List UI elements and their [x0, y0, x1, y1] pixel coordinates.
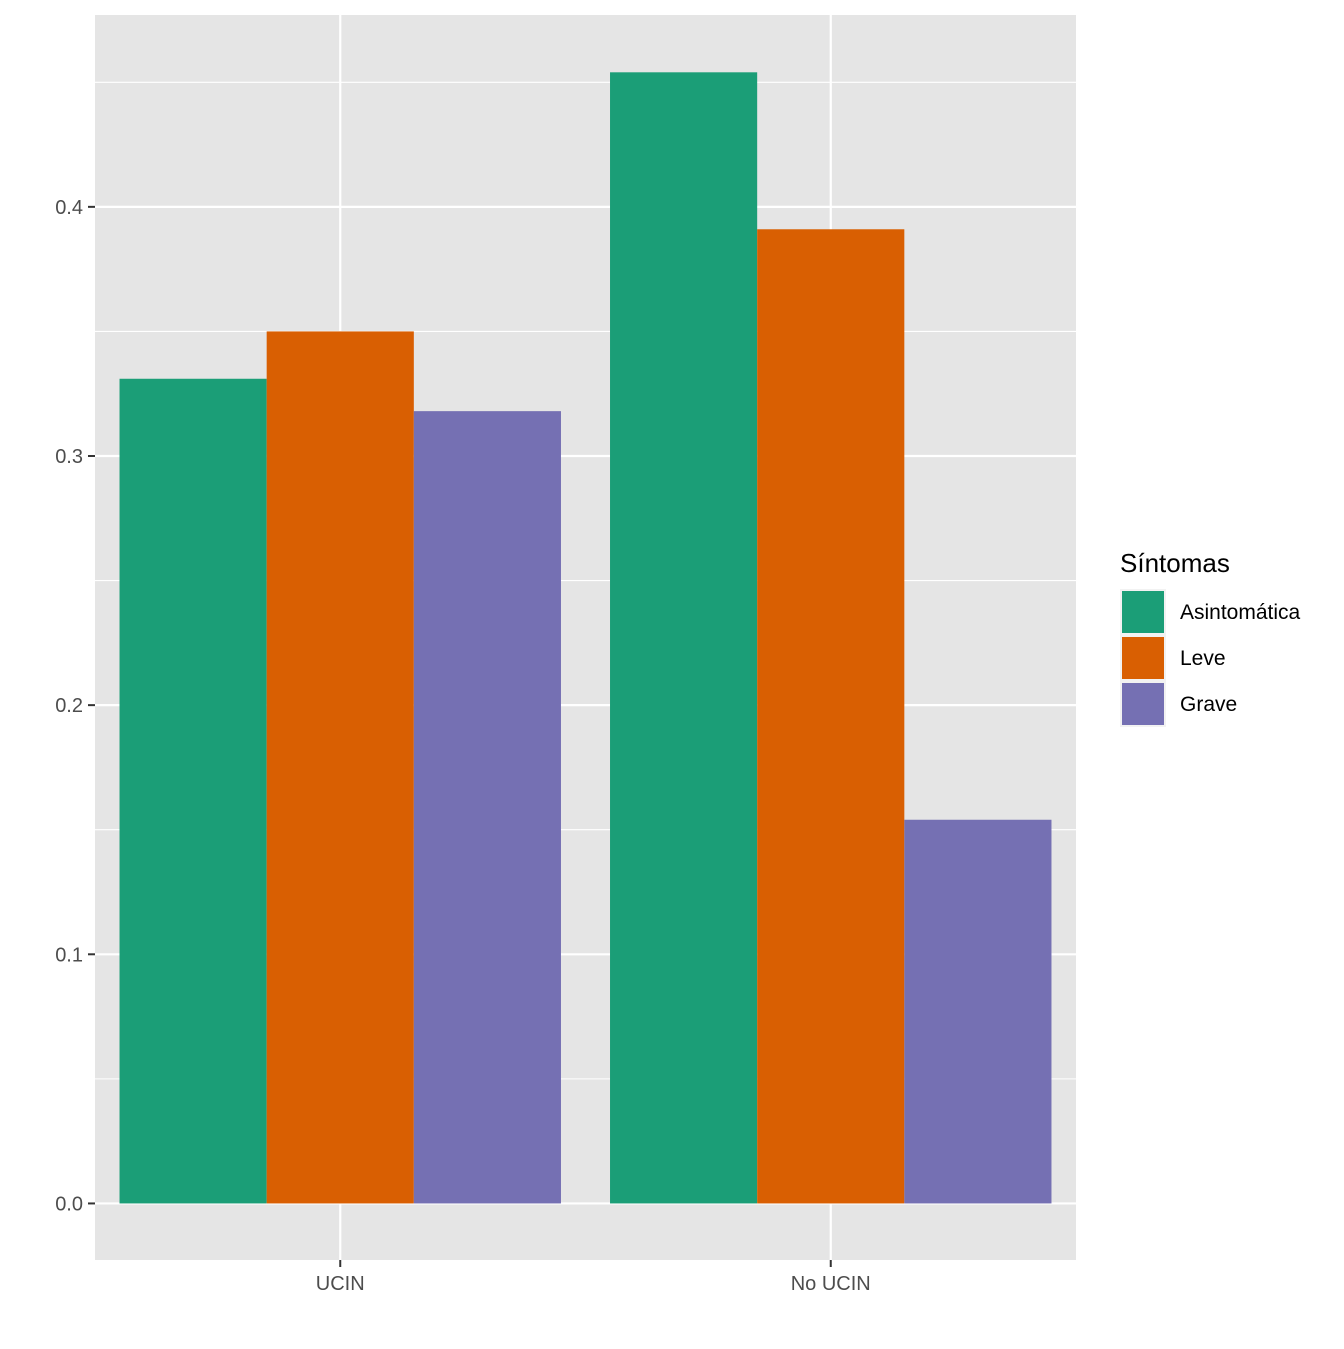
y-axis: 0.0 0.1 0.2 0.3 0.4 — [55, 197, 95, 1215]
x-tick-label: UCIN — [316, 1273, 365, 1295]
x-axis: UCIN No UCIN — [316, 1260, 871, 1295]
bar — [119, 378, 267, 1204]
y-tick-label: 0.3 — [55, 446, 83, 468]
x-tick-label: No UCIN — [791, 1273, 871, 1295]
legend-items: Asintomática Leve Grave — [1120, 589, 1301, 727]
bar — [757, 229, 905, 1204]
bars — [119, 72, 1052, 1204]
legend: Síntomas Asintomática Leve Grave — [1120, 548, 1301, 727]
legend-label: Asintomática — [1180, 601, 1301, 624]
legend-label: Grave — [1180, 693, 1237, 716]
bar — [904, 819, 1052, 1204]
bar — [413, 411, 561, 1204]
legend-title: Síntomas — [1120, 548, 1230, 578]
y-tick-label: 0.0 — [55, 1193, 83, 1215]
legend-label: Leve — [1180, 647, 1226, 670]
bar — [610, 72, 758, 1204]
legend-key — [1122, 683, 1164, 725]
y-tick-label: 0.2 — [55, 695, 83, 717]
bar — [266, 331, 414, 1204]
legend-key — [1122, 637, 1164, 679]
legend-key — [1122, 591, 1164, 633]
y-tick-label: 0.1 — [55, 944, 83, 966]
y-tick-label: 0.4 — [55, 197, 83, 219]
